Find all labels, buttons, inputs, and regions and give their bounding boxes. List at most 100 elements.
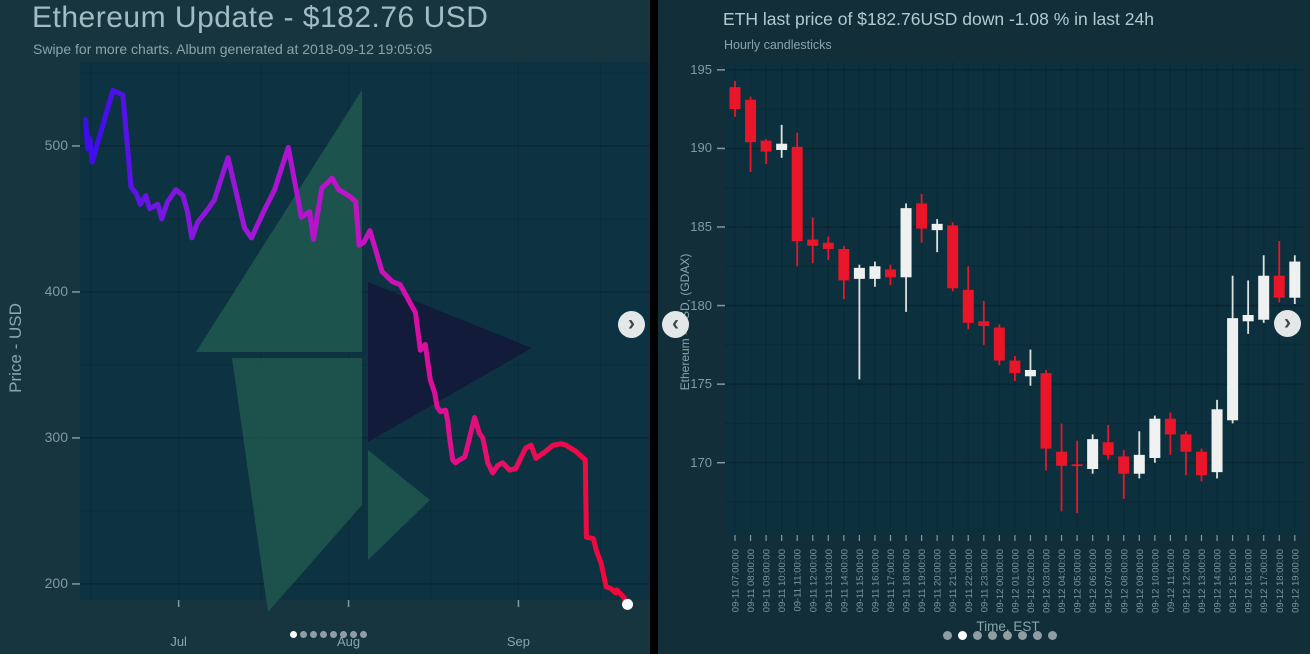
line-chart-svg	[72, 62, 650, 612]
x-axis-tick-label: 09-11 12:00:00	[808, 549, 819, 612]
y-axis-tick-label: 185	[690, 219, 712, 234]
x-axis-tick-label: Jul	[170, 634, 187, 649]
candlestick	[822, 236, 834, 260]
carousel-dot[interactable]	[360, 631, 367, 638]
x-axis-tick-label: 09-11 18:00:00	[902, 549, 913, 612]
candlestick	[869, 261, 881, 287]
x-axis-tick-label: 09-12 07:00:00	[1104, 549, 1115, 613]
candlestick	[900, 203, 912, 312]
candlestick-panel: ETH last price of $182.76USD down -1.08 …	[658, 0, 1310, 654]
carousel-dot[interactable]	[988, 631, 997, 640]
carousel-dot[interactable]	[350, 631, 357, 638]
candlestick	[1227, 275, 1239, 424]
candlestick	[1009, 355, 1021, 381]
candlestick	[1164, 412, 1176, 455]
candlestick	[1133, 431, 1145, 479]
x-axis-tick-label: 09-12 13:00:00	[1197, 549, 1208, 613]
left-carousel-dots	[290, 631, 367, 638]
carousel-dot-active[interactable]	[290, 631, 297, 638]
x-axis-tick-label: 09-12 03:00:00	[1042, 549, 1053, 613]
candlestick	[993, 324, 1005, 366]
candlestick	[745, 96, 757, 172]
x-axis-tick-label: 09-12 18:00:00	[1275, 549, 1286, 613]
candlestick	[838, 245, 850, 300]
left-plot-area	[80, 62, 650, 600]
x-axis-tick-label: 09-11 17:00:00	[886, 549, 897, 612]
x-axis-tick-label: 09-11 08:00:00	[746, 549, 757, 612]
x-axis-tick-label: Sep	[506, 634, 531, 649]
candlestick	[1242, 280, 1254, 334]
candlestick	[853, 264, 865, 380]
x-axis-tick-label: 09-12 15:00:00	[1228, 549, 1239, 613]
y-axis-tick-label: 300	[44, 428, 68, 445]
carousel-dot[interactable]	[340, 631, 347, 638]
carousel-dot[interactable]	[300, 631, 307, 638]
carousel-dot[interactable]	[973, 631, 982, 640]
candlestick	[1056, 423, 1068, 512]
carousel-dot[interactable]	[320, 631, 327, 638]
x-axis-tick-label: 09-11 13:00:00	[824, 549, 835, 612]
y-axis-tick-label: 190	[690, 140, 712, 156]
right-x-axis-label: Time, EST	[976, 619, 1040, 634]
x-axis-tick-label: 09-12 01:00:00	[1010, 549, 1021, 613]
candlestick	[978, 300, 990, 345]
x-axis-tick-label: 09-12 14:00:00	[1213, 549, 1224, 613]
next-slide-button[interactable]: ›	[1274, 310, 1301, 337]
left-y-axis-label: Price - USD	[6, 303, 25, 393]
carousel-dot-active[interactable]	[958, 631, 967, 640]
previous-slide-button[interactable]: ‹	[662, 311, 689, 338]
candlestick	[807, 217, 819, 264]
y-axis-tick-label: 170	[690, 454, 712, 470]
candlestick	[776, 124, 788, 158]
x-axis-tick-label: 09-11 20:00:00	[933, 549, 944, 612]
candlestick-svg: 09-11 07:00:00 09-11 08:00:00 09-11 09:00:…	[717, 62, 1303, 613]
y-axis-tick-label: 400	[44, 282, 68, 299]
candlestick	[1258, 255, 1270, 323]
candlestick	[1118, 450, 1130, 499]
chevron-left-icon: ‹	[672, 312, 679, 335]
candlestick	[916, 194, 928, 243]
left-chart-subtitle: Swipe for more charts. Album generated a…	[33, 41, 433, 57]
carousel-dot[interactable]	[1003, 631, 1012, 640]
candlestick	[1071, 440, 1083, 513]
x-axis-tick-label: 09-11 21:00:00	[948, 549, 959, 612]
carousel-dot[interactable]	[943, 631, 952, 640]
x-axis-tick-label: 09-12 09:00:00	[1135, 549, 1146, 613]
candlestick	[760, 139, 772, 165]
carousel-dot[interactable]	[330, 631, 337, 638]
candlestick	[1040, 370, 1052, 471]
carousel-dot[interactable]	[1018, 631, 1027, 640]
candlestick	[1273, 241, 1285, 303]
candlestick	[885, 264, 896, 286]
x-axis-tick-label: 09-12 02:00:00	[1026, 549, 1037, 613]
next-slide-button[interactable]: ›	[618, 311, 645, 338]
ethereum-logo-watermark	[196, 90, 362, 352]
carousel-dot[interactable]	[1033, 631, 1042, 640]
ethereum-logo-watermark	[368, 450, 430, 560]
candlestick	[1289, 255, 1301, 304]
candlestick	[791, 132, 803, 267]
x-axis-tick-label: 09-12 08:00:00	[1119, 549, 1130, 613]
y-axis-tick-label: 180	[690, 297, 712, 313]
x-axis-tick-label: 09-12 17:00:00	[1259, 549, 1270, 613]
x-axis-tick-label: 09-12 00:00:00	[995, 549, 1006, 613]
candlestick	[962, 266, 974, 330]
x-axis-tick-label: 09-12 04:00:00	[1057, 549, 1068, 613]
right-chart-title: ETH last price of $182.76USD down -1.08 …	[723, 9, 1154, 29]
x-axis-tick-label: 09-11 10:00:00	[777, 549, 788, 612]
candlestick	[1196, 448, 1207, 482]
carousel-dot[interactable]	[310, 631, 317, 638]
x-axis-tick-label: 09-12 19:00:00	[1290, 549, 1301, 613]
y-axis-tick-label: 175	[690, 376, 712, 392]
candlestick	[947, 222, 959, 292]
candlestick	[1149, 415, 1161, 463]
y-axis-tick-label: 500	[44, 136, 68, 153]
carousel-dot[interactable]	[1048, 631, 1057, 640]
candlestick	[1180, 431, 1192, 476]
x-axis-tick-label: 09-12 05:00:00	[1073, 549, 1084, 613]
x-axis-tick-label: 09-12 12:00:00	[1181, 549, 1192, 613]
x-axis-tick-label: 09-11 19:00:00	[917, 549, 928, 612]
candlestick	[1211, 399, 1223, 479]
left-chart-title: Ethereum Update - $182.76 USD	[32, 1, 489, 34]
